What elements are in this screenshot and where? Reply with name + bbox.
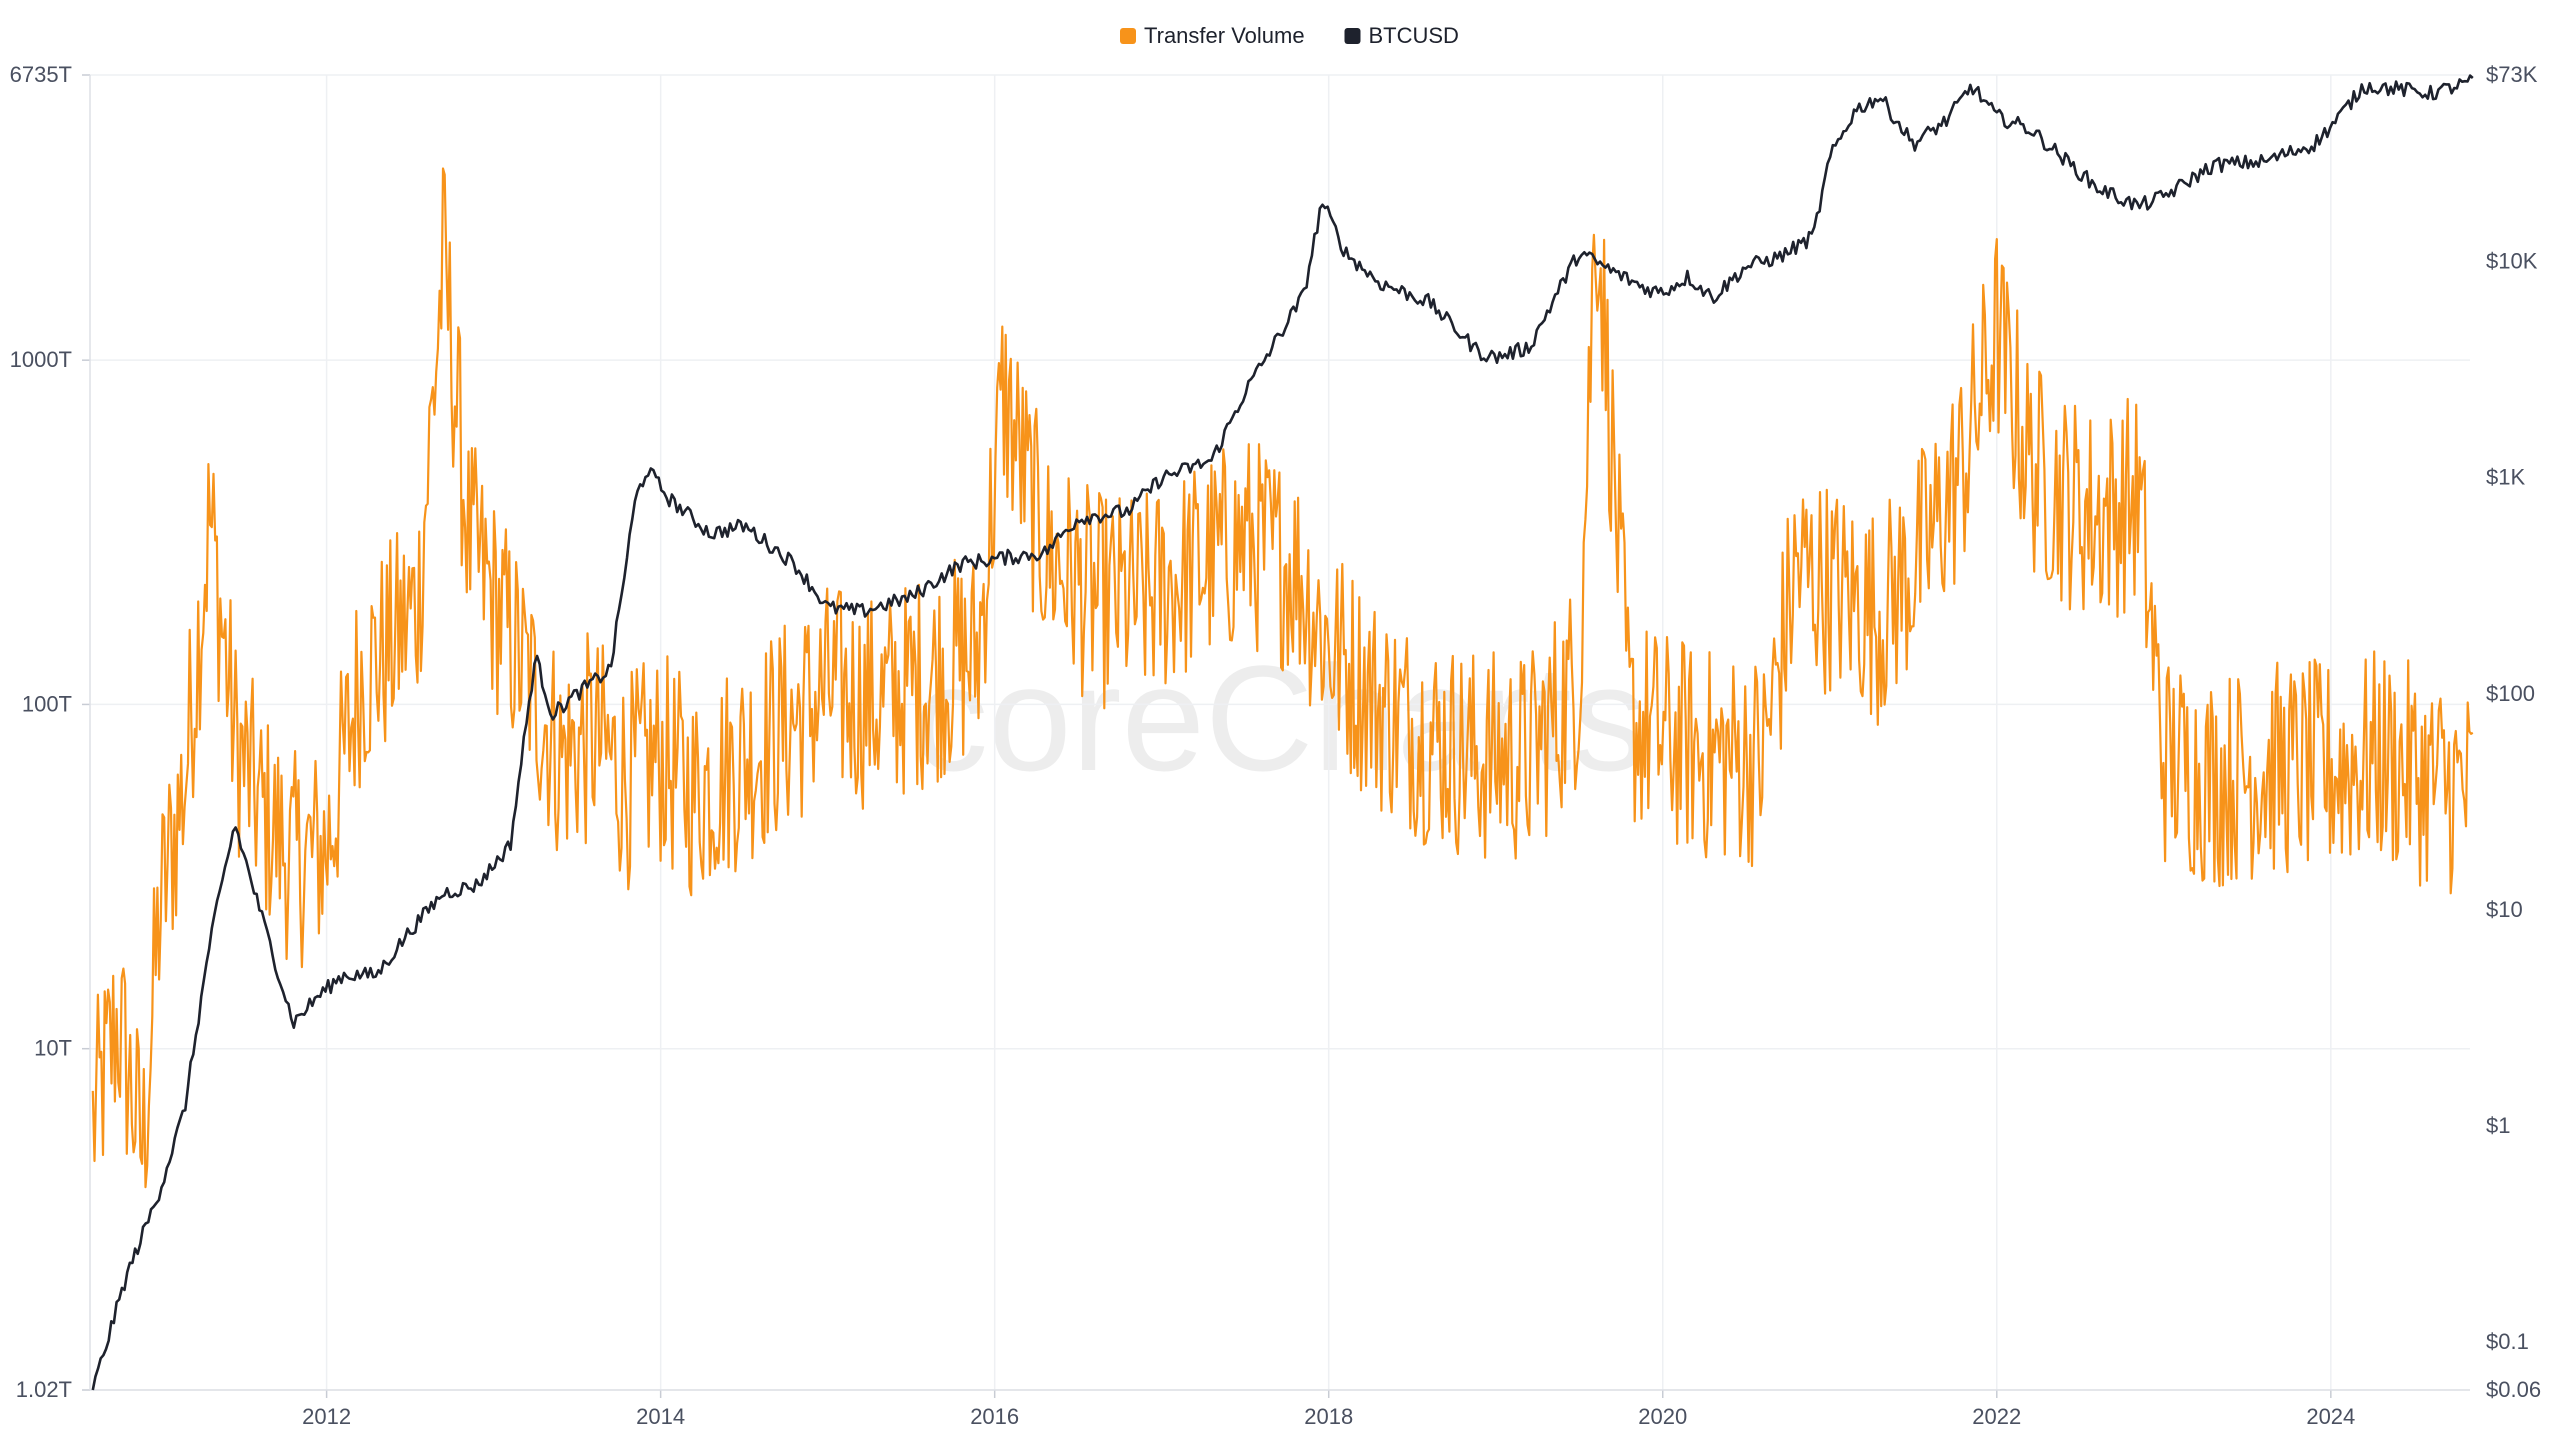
y-right-tick-label: $100 <box>2486 681 2535 706</box>
x-tick-label: 2018 <box>1304 1404 1353 1429</box>
y-right-tick-label: $73K <box>2486 62 2538 87</box>
y-right-tick-label: $1 <box>2486 1113 2510 1138</box>
y-right-tick-label: $1K <box>2486 465 2525 490</box>
x-tick-label: 2012 <box>302 1404 351 1429</box>
y-left-tick-label: 100T <box>22 691 72 716</box>
y-left-tick-label: 6735T <box>10 62 72 87</box>
x-tick-label: 2014 <box>636 1404 685 1429</box>
series-line-transfer-volume <box>91 167 2474 1189</box>
legend-swatch <box>1120 28 1136 44</box>
series-layer <box>91 74 2474 1391</box>
x-tick-label: 2024 <box>2306 1404 2355 1429</box>
legend-label: Transfer Volume <box>1144 23 1305 48</box>
y-right-tick-label: $10K <box>2486 249 2538 274</box>
legend: Transfer Volume BTCUSD <box>1120 23 1459 48</box>
y-right-tick-label: $0.06 <box>2486 1377 2541 1402</box>
legend-item-transfer-volume[interactable]: Transfer Volume <box>1120 23 1305 48</box>
y-right-tick-label: $10 <box>2486 897 2523 922</box>
series-line-btcusd <box>91 74 2474 1391</box>
y-left-tick-label: 1.02T <box>16 1377 72 1402</box>
legend-item-btcusd[interactable]: BTCUSD <box>1344 23 1459 48</box>
y-axis-right: $0.06 $0.1 $1 $10 $100 $1K $10K $73K <box>2486 62 2541 1402</box>
y-left-tick-label: 10T <box>34 1036 72 1061</box>
y-axis-left: 1.02T 10T 100T 1000T 6735T <box>10 62 91 1402</box>
y-left-tick-label: 1000T <box>10 347 72 372</box>
x-tick-label: 2016 <box>970 1404 1019 1429</box>
x-tick-label: 2022 <box>1972 1404 2021 1429</box>
legend-swatch <box>1344 28 1361 44</box>
y-right-tick-label: $0.1 <box>2486 1329 2529 1354</box>
x-tick-label: 2020 <box>1638 1404 1687 1429</box>
x-axis: 2012 2014 2016 2018 2020 2022 2024 <box>90 1389 2470 1429</box>
legend-label: BTCUSD <box>1369 23 1459 48</box>
